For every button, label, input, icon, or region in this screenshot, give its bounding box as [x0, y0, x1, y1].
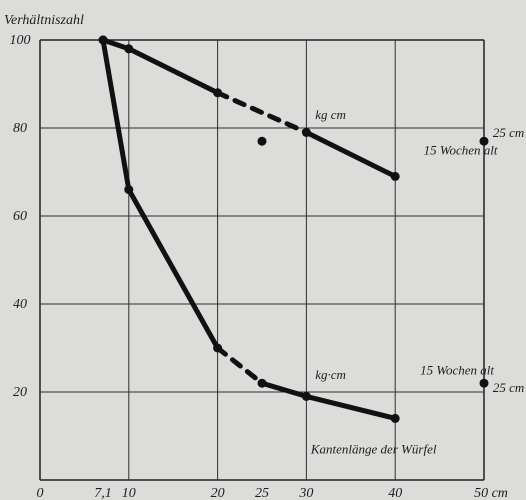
annotation-label: kg·cm — [315, 367, 346, 382]
y-tick-label: 80 — [13, 121, 27, 136]
x-tick-label: 50 cm — [474, 486, 508, 500]
series-point — [124, 185, 134, 195]
annotation-label: 15 Wochen alt — [424, 142, 498, 157]
series-segment — [100, 37, 132, 52]
x-tick-label: 7,1 — [94, 486, 112, 500]
annotation-label: kg cm — [315, 107, 346, 122]
point-layer — [98, 35, 489, 423]
single-point — [479, 378, 489, 388]
y-tick-label: 100 — [10, 33, 31, 48]
x-tick-label: 30 — [298, 486, 313, 500]
x-tick-label: 25 — [255, 486, 269, 500]
series-segment — [303, 129, 398, 179]
series-segment — [126, 187, 221, 351]
annotation-label: 25 cm — [493, 380, 524, 395]
single-point — [257, 136, 267, 146]
single-point — [479, 136, 489, 146]
series-point — [213, 343, 223, 353]
x-tick-label: 0 — [37, 486, 44, 500]
annotation-label: Kantenlänge der Würfel — [310, 442, 437, 457]
x-tick-label: 40 — [388, 486, 402, 500]
series-point — [301, 391, 311, 401]
series-segment — [126, 46, 221, 96]
series-point — [213, 88, 223, 98]
series-point — [301, 127, 311, 137]
series-point — [390, 413, 400, 423]
series-segment — [303, 393, 398, 421]
series-point — [257, 378, 267, 388]
grid-layer — [39, 39, 485, 481]
y-tick-label: 60 — [13, 209, 27, 224]
series-segment — [215, 90, 309, 135]
series-point — [124, 44, 134, 54]
series-layer — [100, 37, 398, 421]
series-segment — [100, 37, 132, 193]
x-tick-label: 10 — [122, 486, 136, 500]
series-segment — [259, 380, 309, 399]
text-layer: Verhältniszahl 20 40 60 80 100 0 7,1 10 20 25 30 40… — [4, 13, 524, 500]
x-tick-label: 20 — [211, 486, 225, 500]
series-segment — [215, 345, 265, 386]
series-point — [98, 35, 108, 45]
series-point — [390, 171, 400, 181]
annotation-label: 15 Wochen alt — [420, 362, 494, 377]
annotation-label: 25 cm — [493, 125, 524, 140]
y-tick-label: 40 — [13, 297, 27, 312]
y-axis-title: Verhältniszahl — [4, 13, 84, 28]
y-tick-label: 20 — [13, 385, 27, 400]
